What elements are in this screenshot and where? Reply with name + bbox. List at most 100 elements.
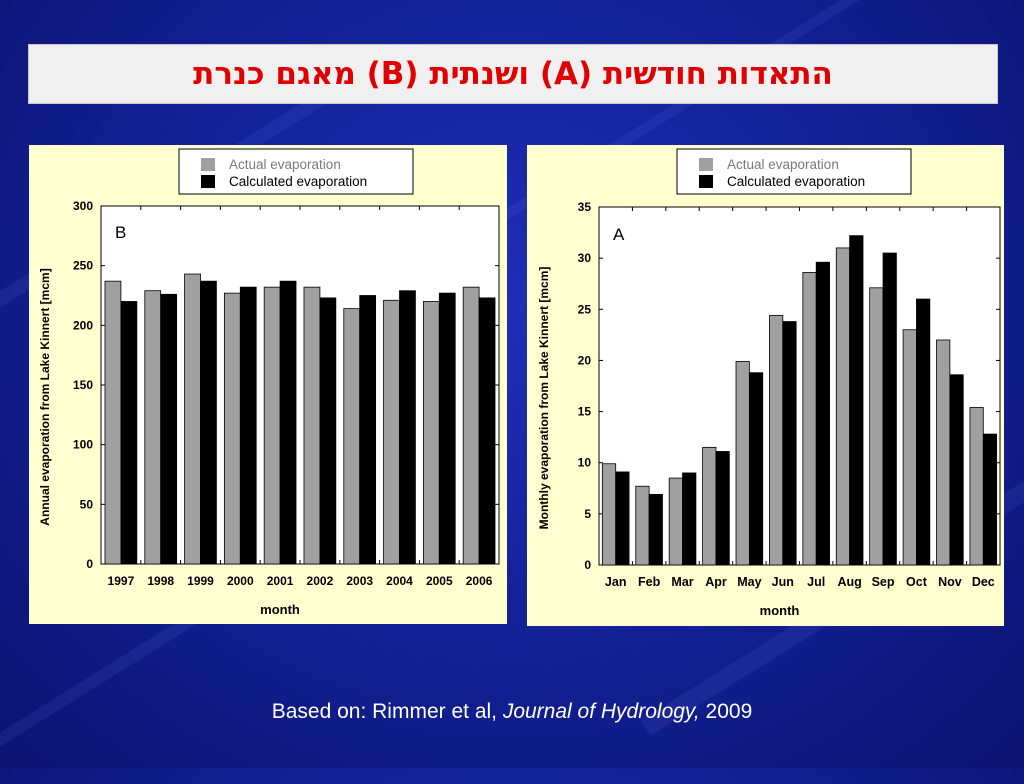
- monthly-chart-panel: 0 5 10 15 20 25 30 35 Jan Feb Mar Apr May Jun Jul Aug Se…: [527, 145, 1004, 626]
- legend-swatch-calculated: [699, 175, 713, 188]
- bar-calculated: [882, 252, 897, 566]
- slide-title: התאדות חודשית (A) ושנתית (B) מאגם כנרת: [193, 56, 833, 92]
- citation-journal: Journal of Hydrology,: [502, 700, 700, 723]
- y-tick-label: 35: [578, 200, 592, 214]
- bar-calculated: [120, 301, 138, 565]
- y-tick-label: 20: [578, 353, 592, 367]
- bar-calculated: [715, 451, 730, 566]
- x-axis-label: month: [260, 602, 300, 617]
- bar-actual: [144, 290, 162, 565]
- y-tick-label: 30: [578, 251, 592, 265]
- x-tick-label: Apr: [705, 575, 727, 589]
- bar-actual: [383, 299, 400, 565]
- bar-calculated: [815, 261, 830, 566]
- bar-actual: [936, 339, 951, 566]
- x-tick-label: 2003: [346, 574, 373, 588]
- bar-calculated: [849, 235, 864, 566]
- bar-actual: [184, 273, 201, 565]
- y-tick-label: 0: [584, 558, 591, 572]
- citation-year: 2009: [699, 700, 753, 723]
- bar-actual: [869, 287, 884, 566]
- bar-calculated: [319, 297, 337, 565]
- x-tick-label: Aug: [837, 575, 861, 589]
- y-tick-label: 10: [578, 456, 592, 470]
- bar-calculated: [160, 293, 178, 565]
- y-tick-label: 25: [578, 302, 592, 316]
- bar-calculated: [648, 494, 663, 566]
- legend-label-actual: Actual evaporation: [727, 157, 839, 172]
- bar-actual: [835, 247, 851, 566]
- panel-letter: B: [115, 223, 126, 242]
- bar-calculated: [982, 433, 998, 566]
- bar-calculated: [748, 372, 764, 566]
- y-tick-label: 15: [578, 405, 592, 419]
- bar-actual: [769, 315, 784, 566]
- y-tick-label: 5: [584, 507, 591, 521]
- panel-letter: A: [613, 225, 625, 244]
- x-tick-label: 1997: [108, 574, 135, 588]
- bar-calculated: [200, 280, 217, 565]
- bar-actual: [969, 407, 984, 566]
- annual-evaporation-chart: 0 50 100 150 200 250 300 1997 1998 1999 2000 2001 20…: [38, 148, 500, 617]
- x-tick-label: 2004: [386, 574, 413, 588]
- slide-title-box: התאדות חודשית (A) ושנתית (B) מאגם כנרת: [28, 44, 998, 104]
- x-tick-label: 2001: [267, 574, 294, 588]
- x-tick-label: Dec: [972, 575, 995, 589]
- y-tick-label: 0: [86, 557, 93, 571]
- bar-actual: [635, 485, 650, 566]
- x-tick-label: Sep: [872, 575, 895, 589]
- x-tick-label: 1998: [147, 574, 174, 588]
- y-tick-label: 100: [73, 438, 93, 452]
- legend-box: [676, 148, 912, 195]
- bar-actual: [668, 477, 683, 566]
- bar-calculated: [949, 374, 964, 566]
- bar-calculated: [399, 290, 416, 565]
- legend-label-calculated: Calculated evaporation: [229, 174, 367, 189]
- bar-actual: [702, 446, 717, 566]
- y-tick-label: 300: [73, 199, 93, 213]
- legend-label-calculated: Calculated evaporation: [727, 174, 865, 189]
- x-tick-label: Nov: [938, 575, 962, 589]
- bar-actual: [303, 286, 321, 565]
- y-tick-label: 200: [73, 318, 93, 332]
- legend-box: [178, 148, 414, 195]
- x-tick-label: Oct: [906, 575, 928, 589]
- bar-calculated: [478, 297, 496, 565]
- bar-calculated: [438, 292, 456, 565]
- legend-label-actual: Actual evaporation: [229, 157, 341, 172]
- legend-swatch-calculated: [201, 175, 215, 188]
- x-tick-label: Jan: [605, 575, 627, 589]
- bar-actual: [223, 292, 241, 565]
- x-tick-label: 1999: [187, 574, 214, 588]
- bar-actual: [802, 272, 817, 566]
- bar-calculated: [916, 298, 931, 566]
- x-tick-label: Mar: [671, 575, 693, 589]
- bar-calculated: [239, 286, 257, 565]
- x-tick-label: Feb: [638, 575, 661, 589]
- bar-calculated: [682, 472, 697, 566]
- y-axis-label: Annual evaporation from Lake Kinnert [mc…: [38, 268, 52, 525]
- bar-calculated: [615, 471, 630, 566]
- bar-calculated: [279, 280, 297, 565]
- bar-actual: [462, 286, 480, 565]
- legend-swatch-actual: [201, 158, 215, 171]
- y-tick-label: 250: [73, 259, 93, 273]
- x-tick-label: 2005: [426, 574, 453, 588]
- bar-actual: [735, 361, 750, 566]
- x-tick-label: Jun: [772, 575, 794, 589]
- annual-chart-panel: 0 50 100 150 200 250 300 1997 1998 1999 2000 2001 20…: [29, 145, 507, 624]
- bar-calculated: [359, 295, 377, 565]
- y-axis-label: Monthly evaporation from Lake Kinnert [m…: [537, 267, 551, 530]
- bar-actual: [422, 301, 440, 565]
- bar-actual: [104, 280, 122, 565]
- source-citation: Based on: Rimmer et al, Journal of Hydro…: [0, 700, 1024, 724]
- x-tick-label: Jul: [807, 575, 825, 589]
- x-tick-label: May: [737, 575, 761, 589]
- x-tick-label: 2006: [466, 574, 493, 588]
- x-axis-label: month: [760, 603, 800, 618]
- y-tick-label: 150: [73, 378, 93, 392]
- monthly-evaporation-chart: 0 5 10 15 20 25 30 35 Jan Feb Mar Apr May Jun Jul Aug Se…: [537, 148, 1001, 618]
- x-tick-label: 2002: [307, 574, 334, 588]
- bar-actual: [263, 286, 281, 565]
- citation-prefix: Based on: Rimmer et al,: [271, 700, 503, 723]
